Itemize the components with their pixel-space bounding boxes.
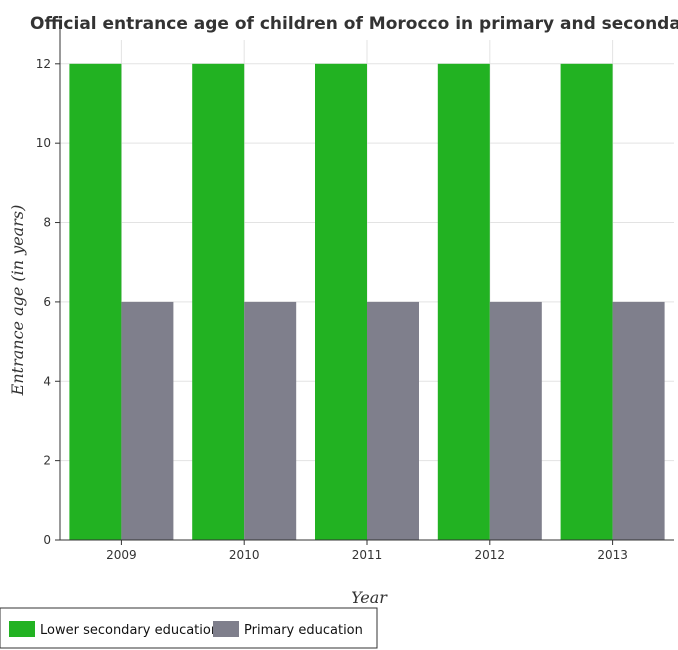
legend-swatch — [213, 621, 239, 637]
legend-swatch — [9, 621, 35, 637]
y-tick-label: 4 — [43, 374, 51, 388]
bar-lower-secondary — [438, 64, 490, 540]
bar-primary — [244, 302, 296, 540]
bar-primary — [367, 302, 419, 540]
x-tick-labels: 2009 2010 2011 2012 2013 — [106, 548, 628, 562]
bar-lower-secondary — [561, 64, 613, 540]
legend-label: Lower secondary education — [40, 623, 219, 638]
y-tick-label: 12 — [36, 57, 51, 71]
x-tick-label: 2011 — [352, 548, 383, 562]
y-tick-label: 6 — [43, 295, 51, 309]
x-tick-label: 2012 — [475, 548, 506, 562]
y-tick-label: 10 — [36, 136, 51, 150]
bar-primary — [490, 302, 542, 540]
y-tick-labels: 0 2 4 6 8 10 12 — [36, 57, 51, 547]
x-axis-label: Year — [351, 588, 388, 607]
chart-title: Official entrance age of children of Mor… — [30, 14, 678, 34]
y-tick-label: 2 — [43, 454, 51, 468]
bar-primary — [613, 302, 665, 540]
x-tick-label: 2009 — [106, 548, 137, 562]
bar-lower-secondary — [69, 64, 121, 540]
bar-lower-secondary — [192, 64, 244, 540]
x-tick-label: 2013 — [597, 548, 628, 562]
y-tick-label: 0 — [43, 533, 51, 547]
y-tick-label: 8 — [43, 216, 51, 230]
y-axis-label: Entrance age (in years) — [8, 205, 27, 397]
bar-primary — [121, 302, 173, 540]
bars — [69, 64, 664, 540]
bar-lower-secondary — [315, 64, 367, 540]
legend: Lower secondary education Primary educati… — [0, 608, 377, 648]
x-tick-label: 2010 — [229, 548, 260, 562]
legend-label: Primary education — [244, 623, 363, 638]
